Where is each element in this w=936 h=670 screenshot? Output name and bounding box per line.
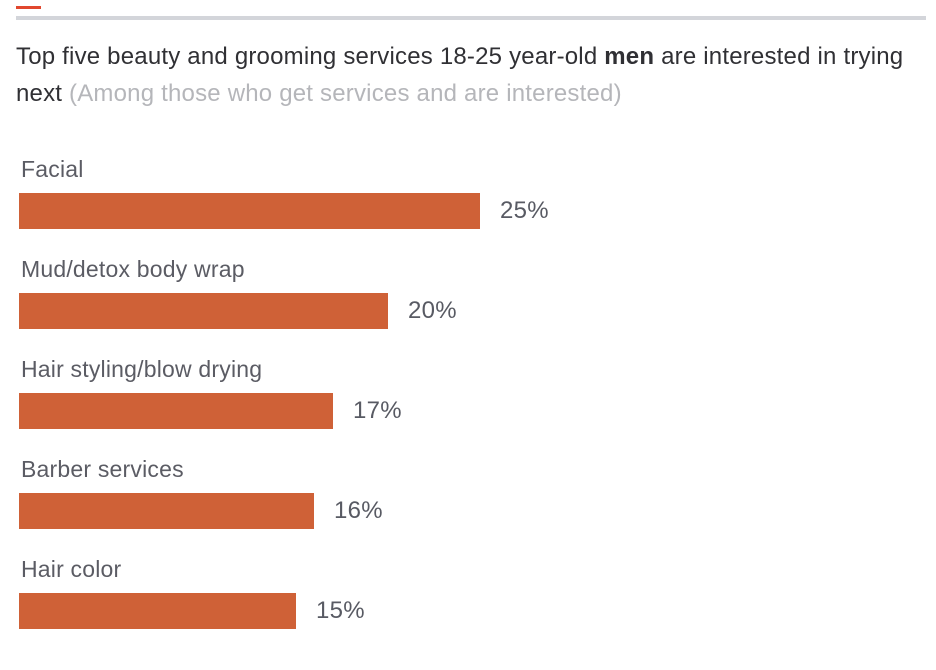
bar-value-label: 20% xyxy=(408,297,457,324)
bar-label: Barber services xyxy=(21,456,184,482)
bar-value-label: 15% xyxy=(316,597,365,624)
bar-fill xyxy=(19,193,480,229)
bar-label: Hair color xyxy=(21,556,122,582)
bar-label: Facial xyxy=(21,156,84,182)
title-divider-rule xyxy=(16,16,926,20)
bar-fill xyxy=(19,293,388,329)
bar-label: Mud/detox body wrap xyxy=(21,256,245,282)
chart-title-text-2: are interested in trying next xyxy=(16,43,904,107)
chart-title-bold-men: men xyxy=(604,43,655,70)
accent-dash xyxy=(16,6,41,9)
bar-row: Hair color 15% xyxy=(19,556,936,629)
chart-title-text-1: Top five beauty and grooming services 18… xyxy=(16,43,605,70)
bar-track: 16% xyxy=(19,493,936,529)
chart-subtitle: (Among those who get services and are in… xyxy=(69,80,622,107)
bar-fill xyxy=(19,393,333,429)
bar-row: Facial 25% xyxy=(19,156,936,229)
bar-row: Mud/detox body wrap 20% xyxy=(19,256,936,329)
bar-row: Hair styling/blow drying 17% xyxy=(19,356,936,429)
bar-chart: Facial 25% Mud/detox body wrap 20% Hair … xyxy=(19,156,936,629)
bar-track: 25% xyxy=(19,193,936,229)
bar-track: 15% xyxy=(19,593,936,629)
chart-title: Top five beauty and grooming services 18… xyxy=(16,38,912,112)
bar-label: Hair styling/blow drying xyxy=(21,356,263,382)
bar-value-label: 17% xyxy=(353,397,402,424)
bar-row: Barber services 16% xyxy=(19,456,936,529)
bar-fill xyxy=(19,593,296,629)
bar-fill xyxy=(19,493,314,529)
bar-value-label: 16% xyxy=(334,497,383,524)
bar-value-label: 25% xyxy=(500,197,549,224)
bar-track: 20% xyxy=(19,293,936,329)
bar-track: 17% xyxy=(19,393,936,429)
